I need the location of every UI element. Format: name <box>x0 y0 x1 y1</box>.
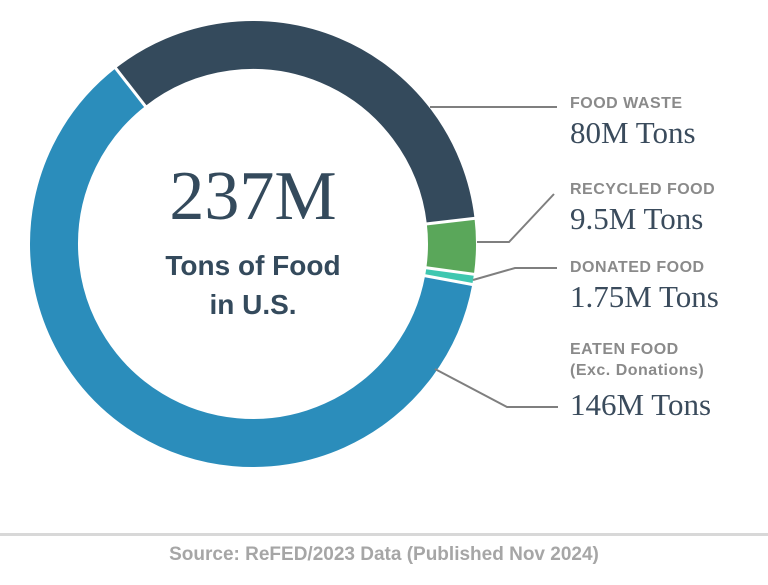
donut-center-text: 237M Tons of Food in U.S. <box>103 160 403 324</box>
annotation-title: FOOD WASTE <box>570 95 683 112</box>
segment-gap <box>113 65 148 109</box>
annotation-value: 1.75M Tons <box>570 279 719 314</box>
segment-gap <box>424 266 477 277</box>
total-caption-line2: in U.S. <box>209 288 297 320</box>
source-text: Source: ReFED/2023 Data (Published Nov 2… <box>169 544 599 565</box>
total-value: 237M <box>169 158 337 235</box>
leader-line-recycled-food <box>477 193 555 243</box>
annotation-value: 146M Tons <box>570 387 712 422</box>
annotation-title: EATEN FOOD <box>570 341 679 358</box>
annotation-value: 80M Tons <box>570 115 696 150</box>
segment-gap <box>424 216 477 226</box>
leader-line-eaten-food <box>434 368 558 408</box>
annotation-value: 9.5M Tons <box>570 201 704 236</box>
donut-segment-eaten-food-exc-donations <box>30 68 473 467</box>
donut-segment-food-waste <box>115 21 475 225</box>
total-caption-line1: Tons of Food <box>165 249 341 281</box>
segment-gap <box>422 273 475 287</box>
total-caption: Tons of Food in U.S. <box>103 246 403 324</box>
annotation-subtitle: (Exc. Donations) <box>570 362 705 379</box>
leader-line-donated-food <box>472 267 557 281</box>
segment-separators <box>113 65 477 287</box>
footer-divider <box>0 533 768 536</box>
donut-segment-recycled-food <box>426 218 476 275</box>
annotation-title: DONATED FOOD <box>570 259 705 276</box>
annotation-title: RECYCLED FOOD <box>570 181 716 198</box>
